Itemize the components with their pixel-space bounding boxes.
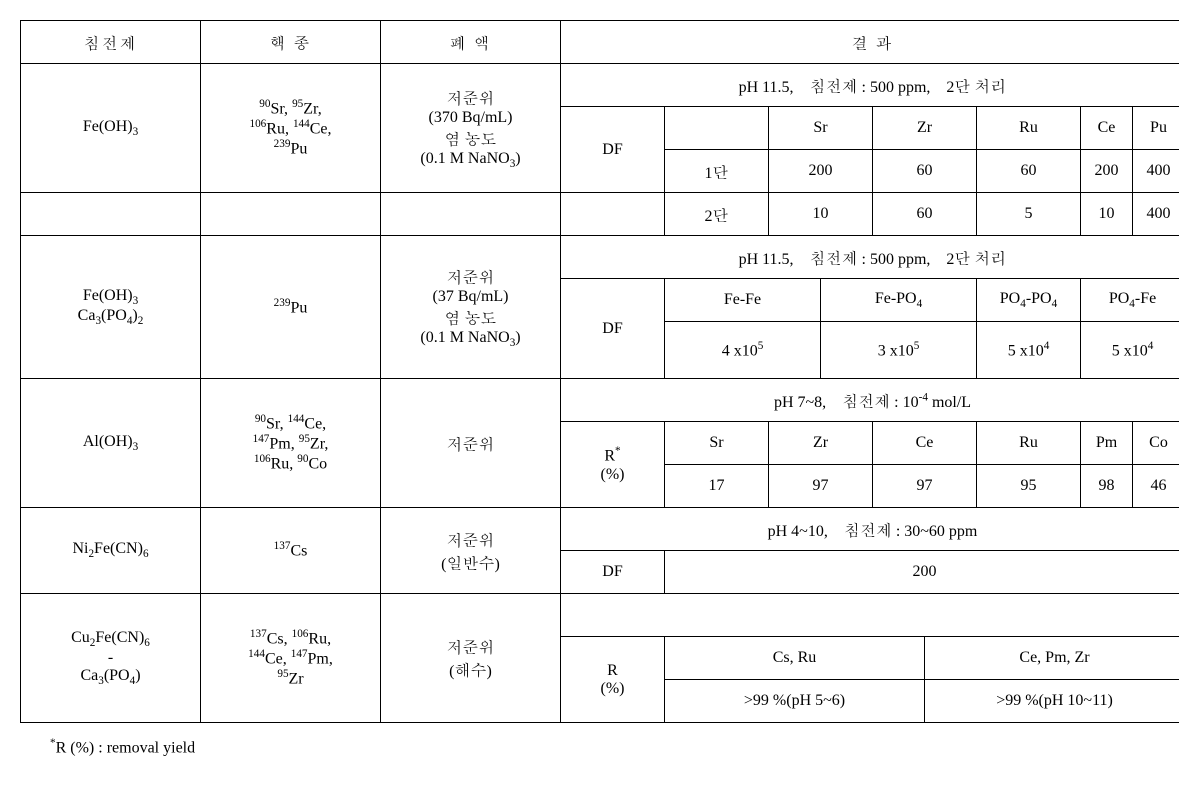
r2-val-1: 3 x105 xyxy=(821,322,977,379)
r1-stg2-label: 2단 xyxy=(665,193,769,236)
r4-df-label: DF xyxy=(561,551,665,594)
r2-val-0: 4 x105 xyxy=(665,322,821,379)
r2-df-label: DF xyxy=(561,279,665,379)
r2-precipitant: Fe(OH)3Ca3(PO4)2 xyxy=(21,236,201,379)
header-nuclide: 핵 종 xyxy=(201,21,381,64)
r2-val-2: 5 x104 xyxy=(977,322,1081,379)
r1-condition: pH 11.5, 침전제 : 500 ppm, 2단 처리 xyxy=(561,64,1179,107)
r2-col-po4fe: PO4-Fe xyxy=(1081,279,1179,322)
r4-precipitant: Ni2Fe(CN)6 xyxy=(21,508,201,594)
r3-val-pm: 98 xyxy=(1081,465,1133,508)
r4-waste: 저준위(일반수) xyxy=(381,508,561,594)
r3-col-sr: Sr xyxy=(665,422,769,465)
r5-val1: >99 %(pH 5~6) xyxy=(665,680,925,723)
r1-waste: 저준위(370 Bq/mL)염 농도(0.1 M NaNO3) xyxy=(381,64,561,193)
r1-sub-zr: Zr xyxy=(873,107,977,150)
r2-condition: pH 11.5, 침전제 : 500 ppm, 2단 처리 xyxy=(561,236,1179,279)
r1-stg1-ce: 200 xyxy=(1081,150,1133,193)
r3-val-ce: 97 xyxy=(873,465,977,508)
header-waste: 폐 액 xyxy=(381,21,561,64)
r3-nuclide: 90Sr, 144Ce,147Pm, 95Zr,106Ru, 90Co xyxy=(201,379,381,508)
r1-sub-sr: Sr xyxy=(769,107,873,150)
r2-waste: 저준위(37 Bq/mL)염 농도(0.1 M NaNO3) xyxy=(381,236,561,379)
r1-ext-d xyxy=(561,193,665,236)
r3-col-pm: Pm xyxy=(1081,422,1133,465)
r3-val-zr: 97 xyxy=(769,465,873,508)
r5-col1: Cs, Ru xyxy=(665,637,925,680)
r1-stg2-ru: 5 xyxy=(977,193,1081,236)
r3-condition: pH 7~8, 침전제 : 10-4 mol/L xyxy=(561,379,1179,422)
r2-val-3: 5 x104 xyxy=(1081,322,1179,379)
r5-precipitant: Cu2Fe(CN)6-Ca3(PO4) xyxy=(21,594,201,723)
r3-val-ru: 95 xyxy=(977,465,1081,508)
r1-stg1-ru: 60 xyxy=(977,150,1081,193)
r1-nuclide: 90Sr, 95Zr,106Ru, 144Ce,239Pu xyxy=(201,64,381,193)
r4-val: 200 xyxy=(665,551,1179,594)
r3-precipitant: Al(OH)3 xyxy=(21,379,201,508)
r1-stg2-sr: 10 xyxy=(769,193,873,236)
r2-col-po4po4: PO4-PO4 xyxy=(977,279,1081,322)
r1-ext-c xyxy=(381,193,561,236)
r3-val-sr: 17 xyxy=(665,465,769,508)
r1-stg1-label: 1단 xyxy=(665,150,769,193)
r2-col-fefe: Fe-Fe xyxy=(665,279,821,322)
r4-condition: pH 4~10, 침전제 : 30~60 ppm xyxy=(561,508,1179,551)
r5-waste: 저준위(해수) xyxy=(381,594,561,723)
r1-df-label: DF xyxy=(561,107,665,193)
r5-nuclide: 137Cs, 106Ru,144Ce, 147Pm,95Zr xyxy=(201,594,381,723)
r5-r-label: R(%) xyxy=(561,637,665,723)
r2-col-fepo4: Fe-PO4 xyxy=(821,279,977,322)
r3-waste: 저준위 xyxy=(381,379,561,508)
r3-val-co: 46 xyxy=(1133,465,1179,508)
r3-col-zr: Zr xyxy=(769,422,873,465)
r1-stg1-sr: 200 xyxy=(769,150,873,193)
r1-ext-b xyxy=(201,193,381,236)
r3-col-ce: Ce xyxy=(873,422,977,465)
r1-sub-ru: Ru xyxy=(977,107,1081,150)
r2-nuclide: 239Pu xyxy=(201,236,381,379)
r5-condition-blank xyxy=(561,594,1179,637)
r1-sub-pu: Pu xyxy=(1133,107,1179,150)
r1-stg1-pu: 400 xyxy=(1133,150,1179,193)
r3-col-ru: Ru xyxy=(977,422,1081,465)
r1-sub-ce: Ce xyxy=(1081,107,1133,150)
header-result: 결 과 xyxy=(561,21,1179,64)
footnote: *R (%) : removal yield xyxy=(50,737,1159,757)
r1-sub-blank xyxy=(665,107,769,150)
header-precipitant: 침전제 xyxy=(21,21,201,64)
r1-stg2-pu: 400 xyxy=(1133,193,1179,236)
r1-stg2-ce: 10 xyxy=(1081,193,1133,236)
r1-stg2-zr: 60 xyxy=(873,193,977,236)
r5-val2: >99 %(pH 10~11) xyxy=(925,680,1179,723)
r1-precipitant: Fe(OH)3 xyxy=(21,64,201,193)
r4-nuclide: 137Cs xyxy=(201,508,381,594)
r1-stg1-zr: 60 xyxy=(873,150,977,193)
r3-col-co: Co xyxy=(1133,422,1179,465)
r1-ext-a xyxy=(21,193,201,236)
r3-r-label: R*(%) xyxy=(561,422,665,508)
r5-col2: Ce, Pm, Zr xyxy=(925,637,1179,680)
main-table: 침전제 핵 종 폐 액 결 과 Fe(OH)3 90Sr, 95Zr,106Ru… xyxy=(20,20,1160,723)
